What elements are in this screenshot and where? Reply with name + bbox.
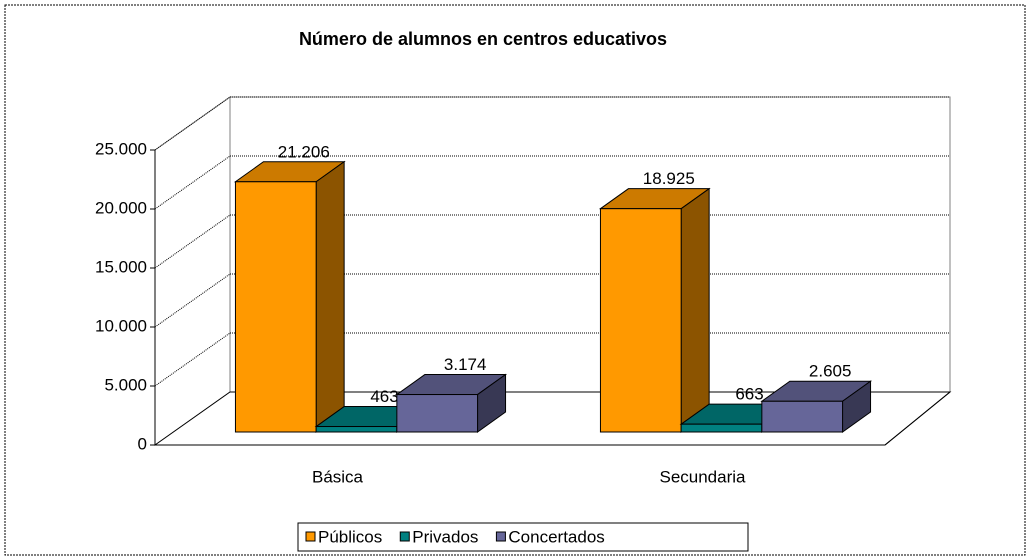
data-label: 663 bbox=[735, 385, 763, 404]
y-tick-label: 20.000 bbox=[95, 198, 147, 217]
x-tick-label: Secundaria bbox=[659, 467, 746, 486]
grid-line bbox=[154, 96, 231, 151]
left-wall bbox=[154, 96, 231, 446]
legend-label: Concertados bbox=[508, 527, 604, 546]
data-label: 463 bbox=[370, 387, 398, 406]
y-tick-label: 0 bbox=[138, 434, 147, 453]
back-wall bbox=[229, 96, 951, 393]
bar-side bbox=[680, 187, 710, 433]
legend-swatch bbox=[495, 531, 506, 542]
bar bbox=[396, 394, 479, 433]
bar bbox=[680, 423, 763, 433]
grid-line bbox=[154, 155, 231, 210]
bar bbox=[315, 426, 398, 433]
grid-line bbox=[154, 332, 231, 387]
data-label: 21.206 bbox=[278, 142, 330, 161]
bar bbox=[761, 400, 844, 433]
grid-line bbox=[154, 273, 231, 328]
grid-line bbox=[154, 214, 231, 269]
bar bbox=[234, 181, 317, 433]
bar-side bbox=[315, 160, 345, 433]
data-label: 18.925 bbox=[643, 169, 695, 188]
data-label: 3.174 bbox=[444, 355, 487, 374]
y-tick-label: 25.000 bbox=[95, 139, 147, 158]
y-tick-label: 10.000 bbox=[95, 316, 147, 335]
legend-swatch bbox=[305, 531, 316, 542]
legend bbox=[297, 522, 749, 552]
data-label: 2.605 bbox=[809, 362, 852, 381]
floor-edge bbox=[884, 391, 951, 446]
y-tick-label: 5.000 bbox=[104, 375, 147, 394]
y-tick-label: 15.000 bbox=[95, 257, 147, 276]
legend-label: Privados bbox=[412, 527, 478, 546]
chart-title: Número de alumnos en centros educativos bbox=[299, 29, 667, 49]
legend-label: Públicos bbox=[318, 527, 382, 546]
legend-swatch bbox=[399, 531, 410, 542]
bar bbox=[599, 208, 682, 433]
x-tick-label: Básica bbox=[312, 467, 364, 486]
